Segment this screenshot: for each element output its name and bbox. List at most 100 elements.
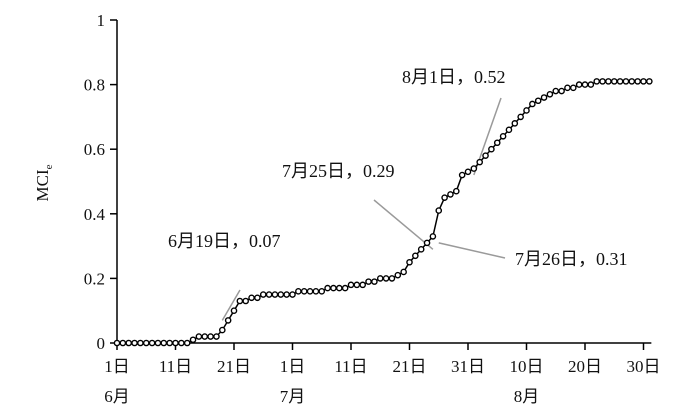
data-point xyxy=(441,194,448,201)
data-point xyxy=(201,333,209,340)
y-tick-label: 0.2 xyxy=(84,269,105,288)
x-tick-label: 31日 xyxy=(451,357,485,376)
data-point xyxy=(493,139,501,147)
annotation-label: 6月19日，0.07 xyxy=(168,231,281,251)
data-point xyxy=(540,94,548,101)
data-point xyxy=(207,333,214,340)
data-point xyxy=(172,339,179,347)
data-point xyxy=(224,317,232,324)
data-point xyxy=(534,97,542,105)
data-point xyxy=(622,78,630,85)
data-point xyxy=(189,336,197,344)
annotation-label: 8月1日，0.52 xyxy=(402,67,506,87)
data-point xyxy=(265,291,273,298)
y-axis-title-sub: e xyxy=(43,164,55,169)
y-tick-label: 0 xyxy=(97,334,106,353)
data-point xyxy=(283,291,290,298)
data-point xyxy=(312,288,320,295)
data-point xyxy=(511,120,519,127)
data-point xyxy=(628,78,636,85)
annotation-label: 7月25日，0.29 xyxy=(282,161,395,181)
data-point xyxy=(318,288,326,295)
data-point xyxy=(137,339,144,347)
x-tick-label: 1日 xyxy=(280,357,306,376)
data-point xyxy=(376,275,384,282)
data-point xyxy=(248,294,255,302)
data-point xyxy=(113,339,121,347)
data-point xyxy=(330,284,337,292)
data-point xyxy=(616,78,624,85)
data-point xyxy=(610,78,618,85)
annotation-labels: 6月19日，0.07 7月25日，0.29 7月26日，0.31 8月1日，0.52 xyxy=(168,67,628,269)
data-point xyxy=(452,187,460,195)
data-point xyxy=(259,291,267,298)
data-point xyxy=(529,100,536,108)
data-point xyxy=(388,275,396,282)
data-point xyxy=(482,152,489,159)
data-point xyxy=(148,339,156,347)
y-tick-label: 0.6 xyxy=(84,140,105,159)
data-point xyxy=(552,87,560,95)
data-point xyxy=(306,288,314,295)
data-point xyxy=(394,271,402,279)
annotation-leader xyxy=(438,242,506,259)
data-point xyxy=(435,207,443,214)
data-point xyxy=(371,278,378,285)
data-point xyxy=(587,81,595,88)
data-point xyxy=(365,278,372,285)
data-point xyxy=(570,84,577,92)
data-point xyxy=(119,339,127,347)
data-point xyxy=(382,275,390,282)
data-point xyxy=(335,284,343,292)
data-point xyxy=(289,291,296,298)
series-line xyxy=(117,80,650,344)
data-point xyxy=(558,87,565,95)
data-point xyxy=(230,307,238,315)
data-point xyxy=(423,239,431,247)
data-point xyxy=(131,339,138,347)
data-point xyxy=(213,333,220,340)
x-tick-label: 30日 xyxy=(627,357,661,376)
data-point xyxy=(359,281,367,289)
data-point xyxy=(488,145,495,153)
annotation-leader xyxy=(221,289,241,321)
x-tick-label: 1日 xyxy=(104,357,130,376)
data-point xyxy=(634,78,641,85)
x-tick-label: 10日 xyxy=(510,357,544,376)
data-point xyxy=(218,326,226,334)
data-point xyxy=(160,339,168,347)
data-point xyxy=(324,284,331,292)
data-point xyxy=(464,168,472,176)
data-point xyxy=(271,291,279,298)
x-month-label: 8月 xyxy=(514,387,540,406)
x-tick-label: 11日 xyxy=(334,357,367,376)
data-point xyxy=(295,288,302,295)
series-layer xyxy=(113,78,653,347)
data-point xyxy=(178,339,185,347)
data-point xyxy=(142,339,150,347)
data-point xyxy=(581,81,589,88)
data-point xyxy=(183,339,191,347)
data-point xyxy=(470,165,478,172)
data-point xyxy=(605,78,612,85)
data-point xyxy=(417,246,425,253)
annotation-label: 7月26日，0.31 xyxy=(515,249,628,269)
data-point xyxy=(242,297,249,305)
data-point xyxy=(640,78,647,85)
y-tick-label: 1 xyxy=(97,11,106,30)
x-month-label: 7月 xyxy=(280,387,306,406)
data-point xyxy=(564,84,571,92)
y-axis-title: MCIe xyxy=(33,164,55,201)
data-point xyxy=(341,284,349,292)
data-point xyxy=(476,158,484,166)
data-point xyxy=(412,252,419,260)
y-tick-label: 0.8 xyxy=(84,76,105,95)
data-point xyxy=(499,132,507,140)
data-point xyxy=(546,90,554,98)
data-point xyxy=(406,258,413,266)
data-point xyxy=(277,291,285,298)
x-tick-label: 21日 xyxy=(393,357,427,376)
data-point xyxy=(593,78,601,85)
